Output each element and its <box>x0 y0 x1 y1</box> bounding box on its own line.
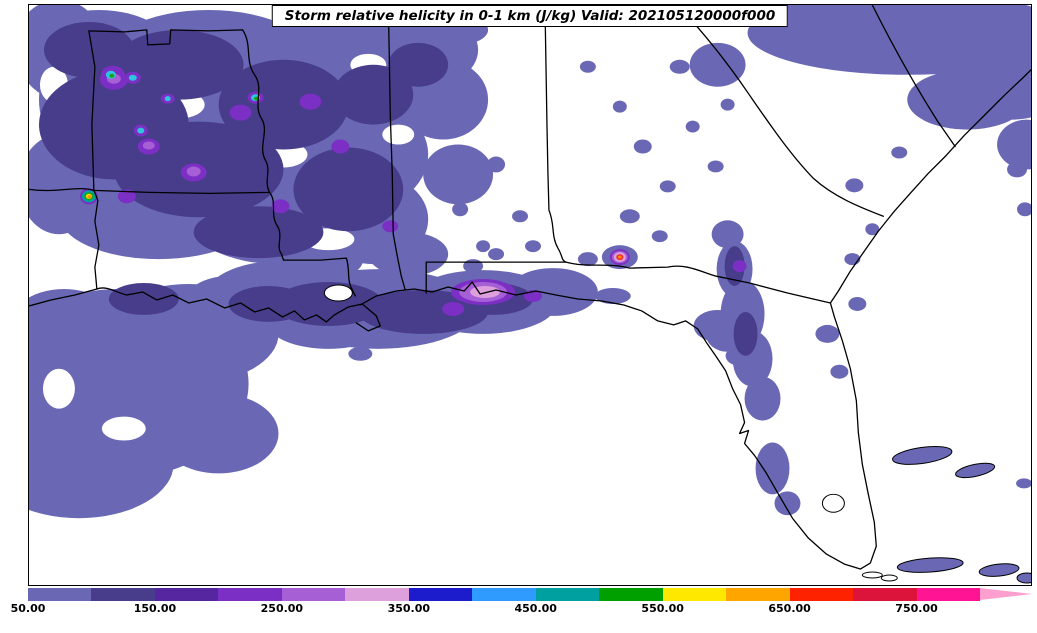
lakes <box>323 284 845 513</box>
mississippi-alabama-border <box>387 5 406 291</box>
colorbar-segment <box>218 588 282 601</box>
map-title: Storm relative helicity in 0-1 km (J/kg)… <box>284 8 776 24</box>
map-frame: Storm relative helicity in 0-1 km (J/kg)… <box>28 4 1032 586</box>
colorbar-segment <box>28 588 92 601</box>
louisiana-mississippi-border <box>268 191 356 297</box>
colorbar-tick-label: 650.00 <box>768 602 811 615</box>
colorbar-tick-label: 250.00 <box>260 602 304 615</box>
helicity-level-100 <box>38 21 758 356</box>
colorbar-over-arrow <box>980 588 1032 600</box>
southcarolina-northcarolina-border <box>871 5 956 148</box>
colorbar-segment <box>916 588 981 601</box>
map-canvas <box>29 5 1031 584</box>
colorbar-tick-label: 750.00 <box>895 602 938 615</box>
gulf-coast-east-florida-atlantic <box>359 69 1031 570</box>
arkansas-borders <box>88 29 271 194</box>
colorbar-segment <box>281 588 346 601</box>
state-borders <box>29 5 1031 570</box>
colorbar-segments <box>28 588 981 601</box>
island-outlines <box>861 446 1031 584</box>
colorbar-tick-labels: 50.00 150.00 250.00 350.00 450.00 550.00 650.0… <box>0 602 1037 618</box>
helicity-accent-spots <box>81 70 624 261</box>
colorbar-segment <box>154 588 219 601</box>
colorbar-tick-label: 350.00 <box>387 602 431 615</box>
alabama-georgia-border <box>544 5 567 263</box>
gulf-coast-west <box>29 287 381 332</box>
colorbar-segment <box>408 588 473 601</box>
colorbar-segment <box>853 588 917 601</box>
colorbar-tick-label: 50.00 <box>10 602 46 615</box>
colorbar-segment <box>472 588 536 601</box>
texas-louisiana-border <box>29 188 100 290</box>
colorbar-segment <box>789 588 854 601</box>
colorbar-segment <box>91 588 155 601</box>
georgia-southcarolina-border <box>677 5 884 217</box>
colorbar-segment <box>662 588 727 601</box>
florida-north-border <box>425 261 832 304</box>
colorbar-segment <box>726 588 790 601</box>
colorbar-tick-label: 450.00 <box>514 602 557 615</box>
title-box: Storm relative helicity in 0-1 km (J/kg)… <box>271 5 789 27</box>
colorbar-segment <box>535 588 600 601</box>
colorbar-tick-label: 150.00 <box>133 602 177 615</box>
colorbar-segment <box>345 588 409 601</box>
colorbar-tick-label: 550.00 <box>641 602 684 615</box>
colorbar-segment <box>599 588 663 601</box>
